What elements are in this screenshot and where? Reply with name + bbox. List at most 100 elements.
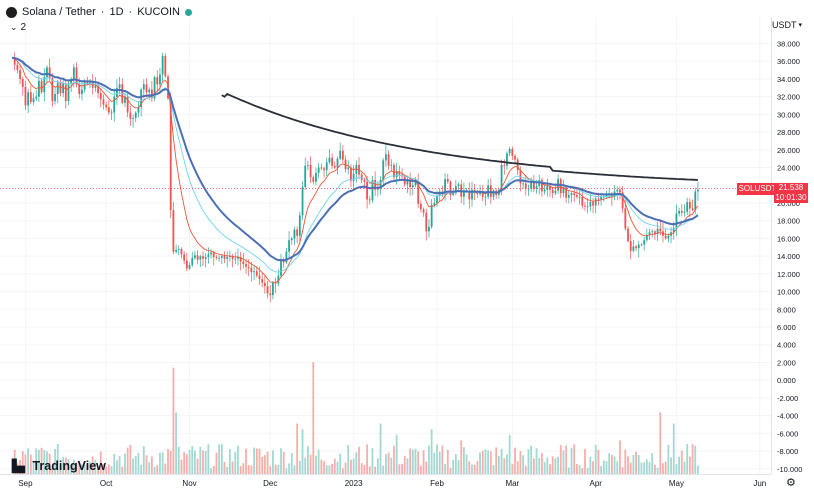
volume-bar	[231, 461, 234, 474]
chart-legend: Solana / Tether · 1D · KUCOIN	[6, 3, 192, 21]
price-axis-tick-label: 16.000	[777, 234, 800, 243]
interval-label[interactable]: 1D	[109, 6, 124, 18]
candle	[414, 181, 417, 186]
volume-bar	[97, 465, 99, 474]
volume-bar	[145, 455, 148, 474]
candle	[645, 234, 648, 241]
candle	[145, 84, 148, 93]
candle	[261, 279, 264, 283]
candle	[40, 80, 43, 93]
candle	[570, 193, 573, 196]
volume-bar	[191, 446, 194, 474]
price-axis-tick-label: 0.000	[777, 376, 796, 385]
candle	[250, 267, 253, 273]
candle	[541, 179, 543, 192]
symbol-name[interactable]: Solana / Tether	[22, 6, 96, 18]
candle	[307, 164, 309, 166]
candle	[492, 190, 495, 197]
volume-bar	[632, 455, 635, 474]
candle	[503, 164, 506, 166]
legend-separator: ·	[100, 6, 105, 18]
volume-bar	[514, 447, 516, 474]
ma-50-line	[11, 56, 699, 262]
price-axis-tick-label: -2.000	[777, 394, 798, 403]
volume-bar	[629, 462, 632, 474]
volume-bar	[339, 453, 342, 474]
candle	[280, 260, 282, 276]
candle	[616, 189, 619, 192]
volume-bar	[592, 461, 594, 474]
candle	[150, 89, 153, 99]
candle	[664, 235, 667, 239]
candle	[183, 254, 186, 261]
candle	[672, 227, 675, 233]
volume-bar	[616, 461, 619, 474]
indicators-toggle[interactable]: ⌄ 2	[10, 20, 26, 34]
candle	[514, 156, 516, 160]
candle	[506, 153, 508, 166]
candle	[565, 187, 568, 198]
candle	[204, 257, 207, 259]
candle	[602, 196, 605, 198]
volume-bar	[118, 455, 121, 474]
volume-bar	[94, 460, 97, 474]
candle	[323, 168, 325, 171]
gear-icon[interactable]: ⚙	[786, 477, 796, 489]
volume-bar	[430, 429, 433, 474]
volume-bar	[309, 454, 312, 474]
volume-bar	[293, 465, 296, 474]
volume-bar	[524, 465, 527, 474]
price-axis-tick-label: -8.000	[777, 447, 798, 456]
candle	[573, 193, 576, 196]
candle	[137, 107, 140, 113]
candle	[328, 157, 331, 163]
volume-bar	[296, 423, 299, 474]
volume-bar	[672, 423, 675, 474]
volume-bar	[172, 367, 175, 474]
time-axis-tick-label: Feb	[430, 479, 444, 488]
volume-bar	[107, 464, 110, 474]
candle	[320, 167, 323, 169]
volume-bar	[159, 452, 161, 474]
time-axis-tick-label: Nov	[182, 479, 196, 488]
exchange-label[interactable]: KUCOIN	[137, 6, 180, 18]
tradingview-logo[interactable]: ▙▖ TradingView	[12, 458, 106, 474]
volume-bar	[610, 454, 613, 474]
volume-bar	[24, 454, 27, 474]
candle	[317, 167, 320, 173]
candle	[207, 254, 210, 258]
volume-bar	[250, 465, 253, 474]
volume-bar	[605, 461, 608, 474]
volume-bar	[78, 462, 81, 474]
volume-bar	[218, 444, 221, 474]
candle	[589, 202, 592, 207]
volume-bar	[81, 464, 83, 474]
volume-bar	[167, 448, 169, 474]
volume-bar	[602, 460, 605, 474]
volume-bar	[654, 464, 656, 474]
volume-bar	[444, 463, 446, 474]
volume-bar	[355, 452, 358, 474]
price-axis-tick-label: 24.000	[777, 164, 800, 173]
candle	[549, 186, 551, 190]
candle	[99, 93, 102, 100]
volume-bar	[91, 456, 94, 474]
volume-bar	[183, 452, 186, 474]
volume-bar	[376, 458, 379, 474]
volume-bar	[113, 453, 116, 474]
price-axis: 38.000 36.000 34.000 32.000 30.000 28.000 26.0…	[777, 40, 802, 474]
volume-bar	[489, 451, 492, 474]
currency-unit-selector[interactable]: USDT ▾	[772, 18, 810, 32]
volume-bar	[255, 448, 258, 474]
volume-bar	[648, 462, 651, 474]
volume-bar	[688, 456, 691, 474]
candle	[578, 196, 581, 198]
volume-bar	[86, 464, 89, 474]
candle	[124, 96, 126, 103]
volume-bar	[627, 456, 629, 474]
candle	[296, 229, 299, 236]
candle	[177, 249, 180, 250]
volume-bar	[124, 453, 126, 474]
volume-bar	[116, 460, 118, 474]
